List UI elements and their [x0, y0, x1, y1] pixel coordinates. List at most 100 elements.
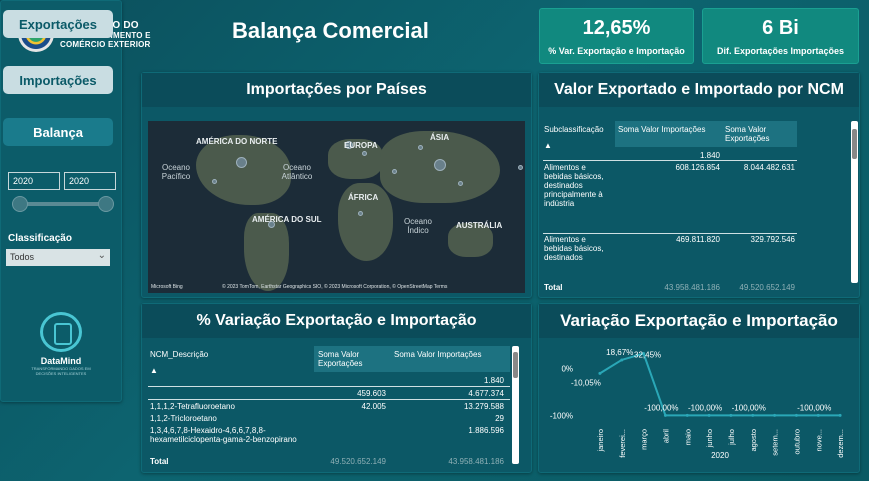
ncm-header-exportacoes[interactable]: Soma Valor Exportações — [725, 125, 770, 143]
kpi-var-label: % Var. Exportação e Importação — [548, 46, 685, 56]
var-row-5-imp: 1.886.596 — [468, 426, 504, 435]
kpi-var-value: 12,65% — [582, 17, 651, 39]
year-to-input[interactable]: 2020 — [64, 172, 116, 190]
year-slider-start-handle[interactable] — [12, 196, 28, 212]
var-table-title: % Variação Exportação e Importação — [142, 304, 531, 338]
line-point-1 — [620, 358, 624, 362]
ncm-scroll-thumb[interactable] — [852, 129, 857, 159]
line-series — [599, 352, 841, 417]
line-point-9 — [794, 413, 798, 417]
map-copyright: © 2023 TomTom, Earthstar Geographics SIO… — [222, 284, 448, 290]
var-header-ncm[interactable]: NCM_Descrição — [150, 350, 209, 359]
ncm-header-importacoes[interactable]: Soma Valor Importações — [618, 125, 706, 134]
x-tick-label-11: dezem... — [836, 429, 845, 458]
line-chart: 0% -100% -10,05% 18,67% 32,45% -100,00% -100,0… — [550, 348, 845, 460]
data-label-7: -100,00% — [732, 403, 766, 412]
data-label-10: -100,00% — [797, 403, 831, 412]
line-point-0 — [598, 371, 602, 375]
y-tick-label-0: 0% — [561, 365, 573, 374]
x-tick-label-8: setem... — [771, 429, 780, 456]
map-label-indian: Oceano Índico — [403, 217, 433, 235]
classificacao-label: Classificação — [8, 233, 72, 244]
x-tick-label-1: feverei... — [618, 429, 627, 458]
line-point-3 — [663, 413, 667, 417]
var-total-imp: 43.958.481.186 — [448, 457, 504, 466]
var-scroll-thumb[interactable] — [513, 352, 518, 378]
datamind-brain-icon — [40, 312, 82, 352]
map-panel: Importações por Países AMÉRICA DO NORTE … — [141, 72, 532, 298]
ncm-total-imp: 43.958.481.186 — [664, 283, 720, 292]
nav-balanca-button[interactable]: Balança — [3, 118, 113, 146]
logo-line-3: COMÉRCIO EXTERIOR — [60, 39, 151, 49]
line-point-10 — [816, 413, 820, 417]
year-slider-track[interactable] — [12, 202, 112, 206]
kpi-var-card: 12,65% % Var. Exportação e Importação — [539, 8, 694, 64]
kpi-dif-value: 6 Bi — [762, 17, 799, 39]
line-point-11 — [838, 413, 842, 417]
x-tick-label-7: agosto — [749, 429, 758, 452]
var-row-4-label: 1,1,2-Tricloroetano — [150, 414, 217, 423]
var-table-panel: % Variação Exportação e Importação NCM_D… — [141, 303, 532, 473]
map-title: Importações por Países — [142, 73, 531, 107]
line-point-6 — [729, 413, 733, 417]
var-header-exportacoes[interactable]: Soma Valor Exportações — [318, 350, 363, 368]
kpi-dif-card: 6 Bi Dif. Exportações Importações — [702, 8, 859, 64]
year-slider-end-handle[interactable] — [98, 196, 114, 212]
ncm-row-1-imp: 608.126.854 — [675, 163, 721, 172]
var-sort-icon[interactable]: ▲ — [150, 366, 158, 375]
ncm-table-title: Valor Exportado e Importado por NCM — [539, 73, 859, 107]
map-label-south-america: AMÉRICA DO SUL — [252, 215, 322, 224]
chevron-down-icon: ⌄ — [97, 250, 106, 261]
classificacao-select[interactable]: Todos ⌄ — [6, 249, 110, 266]
ncm-blank-value: 1.840 — [699, 151, 720, 160]
bing-logo: Microsoft Bing — [151, 284, 183, 290]
ncm-header-subclassificacao[interactable]: Subclassificação — [544, 125, 604, 134]
sidebar: Exportações Importações Balança 2020 202… — [0, 0, 122, 402]
map-label-pacific: Oceano Pacífico — [161, 163, 191, 181]
ncm-row-2-imp: 469.811.820 — [676, 235, 720, 244]
ncm-sort-icon[interactable]: ▲ — [544, 141, 552, 150]
ncm-table-panel: Valor Exportado e Importado por NCM Subc… — [538, 72, 860, 298]
var-total-label: Total — [150, 457, 169, 466]
ncm-header-bg — [615, 121, 797, 147]
x-tick-label-9: outubro — [792, 429, 801, 454]
var-row-5-label: 1,3,4,6,7,8-Hexaidro-4,6,6,7,8,8-hexamet… — [150, 426, 297, 444]
datamind-logo: DataMind TRANSFORMANDO DADOS EM DECISÕES… — [30, 312, 92, 376]
map-label-europe: EUROPA — [344, 141, 378, 150]
line-chart-panel: Variação Exportação e Importação 0% -100%… — [538, 303, 860, 473]
map-label-australia: AUSTRÁLIA — [456, 221, 503, 230]
map-label-north-america: AMÉRICA DO NORTE — [196, 137, 278, 146]
x-tick-label-4: maio — [683, 429, 692, 445]
data-label-0: -10,05% — [571, 378, 601, 387]
line-point-4 — [685, 413, 689, 417]
var-row-3-label: 1,1,1,2-Tetrafluoroetano — [150, 402, 235, 411]
ncm-row-1-label: Alimentos e bebidas básicos, destinados … — [544, 163, 604, 208]
x-tick-label-10: nove... — [814, 429, 823, 452]
x-tick-label-2: março — [640, 429, 649, 450]
x-axis-label: 2020 — [711, 451, 729, 460]
datamind-name: DataMind — [40, 356, 82, 366]
ncm-row-2-exp: 329.792.546 — [750, 235, 796, 244]
nav-exportacoes-button[interactable]: Exportações — [3, 10, 113, 38]
year-from-input[interactable]: 2020 — [8, 172, 60, 190]
var-header-bg — [314, 346, 510, 372]
ncm-scrollbar[interactable] — [851, 121, 858, 283]
var-row-1-imp: 1.840 — [483, 376, 504, 385]
map-label-atlantic: Oceano Atlântico — [281, 163, 313, 181]
y-tick-label-1: -100% — [550, 411, 573, 420]
line-chart-title: Variação Exportação e Importação — [539, 304, 859, 338]
datamind-tagline: TRANSFORMANDO DADOS EM DECISÕES INTELIGE… — [31, 366, 91, 376]
line-point-7 — [751, 413, 755, 417]
var-row-4-imp: 29 — [495, 414, 504, 423]
var-header-importacoes[interactable]: Soma Valor Importações — [394, 350, 482, 359]
nav-importacoes-button[interactable]: Importações — [3, 66, 113, 94]
world-map[interactable]: AMÉRICA DO NORTE EUROPA ÁSIA Oceano Pací… — [148, 121, 525, 293]
var-row-3-exp: 42.005 — [361, 402, 386, 411]
var-scrollbar[interactable] — [512, 346, 519, 464]
classificacao-value: Todos — [10, 252, 35, 262]
x-tick-label-6: julho — [727, 429, 736, 446]
page-title: Balança Comercial — [232, 18, 429, 43]
x-tick-label-0: janeiro — [596, 429, 605, 453]
map-label-africa: ÁFRICA — [348, 193, 379, 202]
data-label-5: -100,00% — [688, 403, 722, 412]
